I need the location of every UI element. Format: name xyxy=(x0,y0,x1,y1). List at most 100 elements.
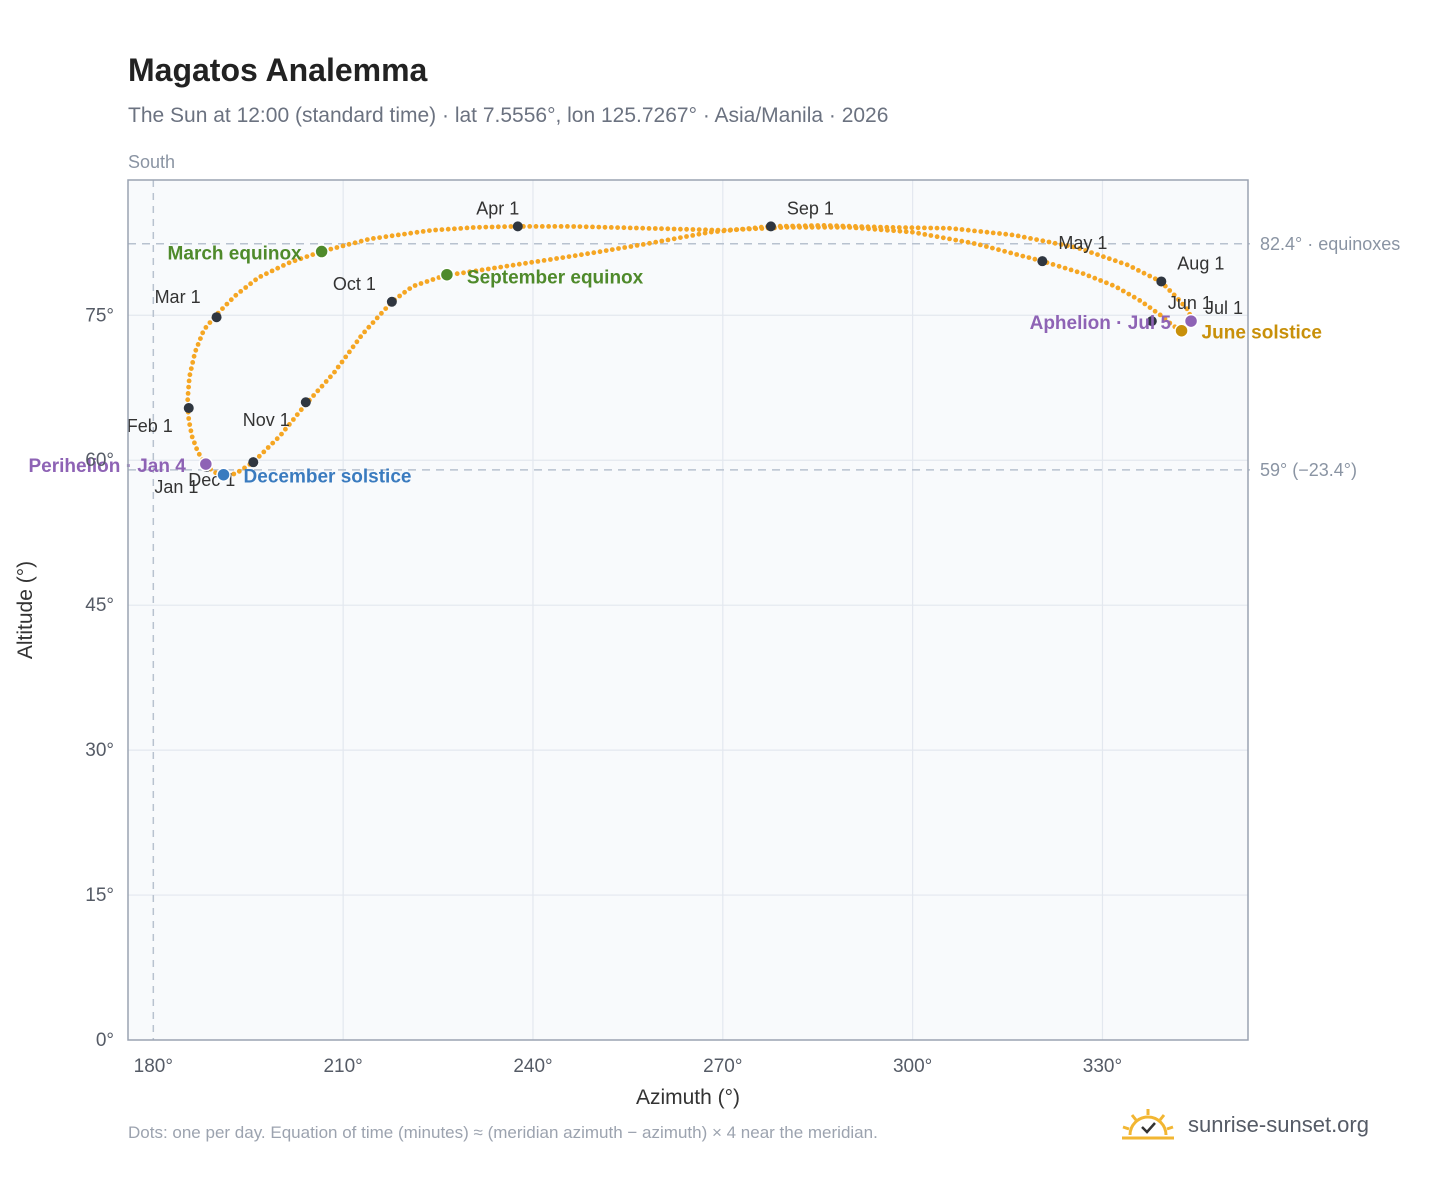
daily-dot xyxy=(558,224,564,229)
daily-dot xyxy=(379,310,384,316)
daily-dot xyxy=(972,228,977,234)
daily-dot xyxy=(228,297,234,303)
daily-dot xyxy=(577,224,583,230)
daily-dot xyxy=(402,231,407,237)
daily-dot xyxy=(264,271,269,277)
brand[interactable]: sunrise-sunset.org xyxy=(1120,1100,1369,1150)
daily-dot xyxy=(965,239,971,245)
daily-dot xyxy=(684,234,689,239)
daily-dot xyxy=(492,265,497,271)
y-tick-label: 45° xyxy=(85,595,114,616)
daily-dot xyxy=(928,225,934,231)
daily-dot xyxy=(191,353,197,359)
daily-dot xyxy=(319,383,325,389)
daily-dot xyxy=(186,384,192,390)
daily-dot xyxy=(233,292,239,298)
x-tick-label: 210° xyxy=(323,1056,362,1077)
meridian-label: South xyxy=(128,152,175,172)
daily-dot xyxy=(1184,306,1190,312)
daily-dot xyxy=(261,449,267,455)
daily-dot xyxy=(777,223,783,229)
daily-dot xyxy=(187,372,193,378)
daily-dot xyxy=(871,224,877,230)
daily-dot xyxy=(495,224,501,230)
reference-line-label: 59° (−23.4°) xyxy=(1260,460,1357,480)
daily-dot xyxy=(984,244,989,249)
daily-dot xyxy=(523,260,528,266)
daily-dot xyxy=(371,236,376,241)
daily-dot xyxy=(340,243,346,249)
daily-dot xyxy=(647,240,652,246)
daily-dot xyxy=(1014,252,1020,257)
daily-dot xyxy=(1092,275,1098,281)
daily-dot xyxy=(865,224,871,230)
daily-dot xyxy=(294,412,300,417)
daily-dot xyxy=(1021,234,1027,240)
daily-dot xyxy=(473,268,479,274)
daily-dot xyxy=(590,224,595,230)
daily-dot xyxy=(270,440,276,446)
daily-dot xyxy=(516,261,522,267)
daily-dot xyxy=(433,227,438,233)
daily-dot xyxy=(185,391,191,396)
daily-dot xyxy=(671,226,677,232)
daily-dot xyxy=(242,465,247,471)
daily-dot xyxy=(652,226,658,231)
daily-dot xyxy=(258,274,264,279)
daily-dot xyxy=(238,289,244,294)
x-tick-label: 300° xyxy=(893,1056,932,1077)
daily-dot xyxy=(207,320,213,325)
event-dot xyxy=(439,267,455,282)
daily-dot xyxy=(274,436,280,442)
daily-dot xyxy=(186,378,192,384)
daily-dot xyxy=(187,422,193,427)
daily-dot xyxy=(420,229,426,234)
daily-dot xyxy=(292,258,298,264)
daily-dot xyxy=(220,306,225,311)
daily-dot xyxy=(283,426,288,432)
daily-dot xyxy=(1056,263,1062,269)
daily-dot xyxy=(940,225,946,231)
event-dot xyxy=(314,244,329,259)
daily-dot xyxy=(1137,298,1143,303)
y-tick-label: 0° xyxy=(96,1030,114,1051)
daily-dot xyxy=(1118,260,1124,266)
daily-dot xyxy=(634,225,639,231)
page-title: Magatos Analemma xyxy=(128,52,428,88)
daily-dot xyxy=(287,422,292,427)
daily-dot xyxy=(591,250,597,256)
daily-dot xyxy=(959,238,965,244)
daily-dot xyxy=(362,329,367,335)
daily-dot xyxy=(193,347,199,353)
daily-dot xyxy=(708,229,714,235)
daily-dot xyxy=(188,366,194,371)
daily-dot xyxy=(965,227,971,233)
daily-dot xyxy=(418,281,424,286)
month-dot xyxy=(183,403,194,414)
event-label: December solstice xyxy=(244,467,412,488)
daily-dot xyxy=(358,238,364,244)
daily-dot xyxy=(585,251,590,257)
daily-dot xyxy=(470,225,476,230)
daily-dot xyxy=(608,225,614,230)
daily-dot xyxy=(243,285,249,290)
month-label: Feb 1 xyxy=(127,416,173,436)
daily-dot xyxy=(690,233,696,238)
daily-dot xyxy=(427,228,432,234)
daily-dot xyxy=(572,253,578,259)
daily-dot xyxy=(627,225,633,231)
daily-dot xyxy=(383,306,389,311)
daily-dot xyxy=(1157,312,1163,318)
daily-dot xyxy=(347,349,352,355)
daily-dot xyxy=(535,259,541,264)
month-label: Aug 1 xyxy=(1177,253,1224,273)
month-label: Jun 1 xyxy=(1168,293,1212,313)
daily-dot xyxy=(566,254,572,259)
daily-dot xyxy=(412,283,418,288)
daily-dot xyxy=(903,225,908,231)
daily-dot xyxy=(1171,292,1177,298)
daily-dot xyxy=(224,301,230,307)
daily-dot xyxy=(1002,248,1007,254)
month-dot xyxy=(211,312,222,323)
